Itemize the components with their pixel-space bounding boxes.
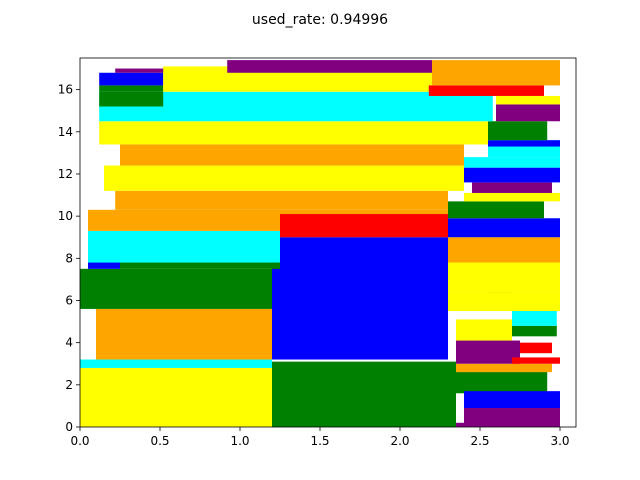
y-tick-label: 4: [65, 336, 73, 350]
packed-rect-24: [448, 237, 560, 263]
y-tick-label: 0: [65, 420, 73, 434]
x-tick-label: 2.0: [390, 434, 409, 448]
packed-rect-51: [428, 85, 544, 96]
packed-rect-21: [88, 262, 120, 269]
packed-rect-13: [512, 308, 557, 326]
packed-rect-18: [272, 237, 448, 360]
packed-rect-27: [448, 218, 560, 238]
plot-frame: [79, 57, 577, 428]
packed-rect-34: [472, 182, 552, 193]
packed-rect-1: [80, 359, 272, 368]
packed-rect-38: [488, 140, 560, 147]
packed-rect-10: [512, 357, 560, 364]
y-tick-label: 2: [65, 378, 73, 392]
packed-rect-35: [464, 167, 560, 183]
packed-rect-33: [464, 192, 560, 202]
x-tick-label: 0.0: [70, 434, 89, 448]
packed-rect-9: [456, 319, 512, 341]
y-tick-label: 16: [58, 83, 73, 97]
packed-rect-0: [80, 367, 272, 427]
packed-rect-43: [496, 95, 560, 105]
packed-rect-42: [496, 104, 560, 122]
packed-rect-7: [456, 363, 552, 373]
packed-rect-44: [99, 91, 493, 122]
y-tick-label: 6: [65, 293, 73, 307]
packed-rect-48: [115, 68, 168, 73]
packed-rect-40: [99, 121, 488, 145]
packed-rect-36: [464, 157, 560, 168]
packed-rect-30: [280, 209, 448, 215]
packed-rect-17: [96, 308, 272, 360]
x-tick-label: 1.5: [310, 434, 329, 448]
y-tick-label: 12: [58, 167, 73, 181]
chart-title: used_rate: 0.94996: [252, 12, 388, 28]
axes-layer: 0.0 0.5 1.0 1.5 2.0 2.5 3.0 0 2 4 6 8 10 12 14 16: [58, 57, 577, 448]
y-tick-label: 14: [58, 125, 73, 139]
y-tick-label: 8: [65, 251, 73, 265]
packed-rect-47: [99, 72, 164, 86]
packed-rect-23: [448, 262, 560, 293]
x-tick-label: 3.0: [550, 434, 569, 448]
packed-rect-50: [227, 60, 432, 73]
packed-rect-29: [88, 209, 280, 231]
packed-rect-41: [488, 121, 548, 141]
packed-rect-28: [448, 201, 544, 219]
packed-rect-31: [115, 190, 448, 210]
packed-rect-6: [464, 391, 560, 409]
packed-rect-45: [99, 91, 164, 107]
packed-rect-12: [512, 325, 557, 337]
x-tick-label: 0.5: [150, 434, 169, 448]
rectangles-layer: [80, 60, 560, 427]
packed-rect-39: [120, 144, 464, 166]
packed-rect-46: [99, 85, 164, 92]
x-tick-label: 1.0: [230, 434, 249, 448]
packed-rect-25: [88, 230, 280, 263]
packed-rect-4: [456, 422, 464, 427]
packed-rect-5: [464, 408, 560, 427]
y-tick-label: 10: [58, 209, 73, 223]
packed-rect-52: [432, 60, 560, 86]
packed-rect-11: [520, 342, 552, 354]
packed-rect-2: [272, 361, 456, 427]
packed-rect-26: [280, 214, 448, 238]
packed-rect-32: [104, 165, 464, 191]
x-tick-label: 2.5: [470, 434, 489, 448]
packed-rect-22: [120, 262, 280, 269]
packed-rect-19: [448, 292, 560, 312]
packed-rect-8: [456, 340, 520, 364]
packed-rect-20: [80, 268, 272, 309]
